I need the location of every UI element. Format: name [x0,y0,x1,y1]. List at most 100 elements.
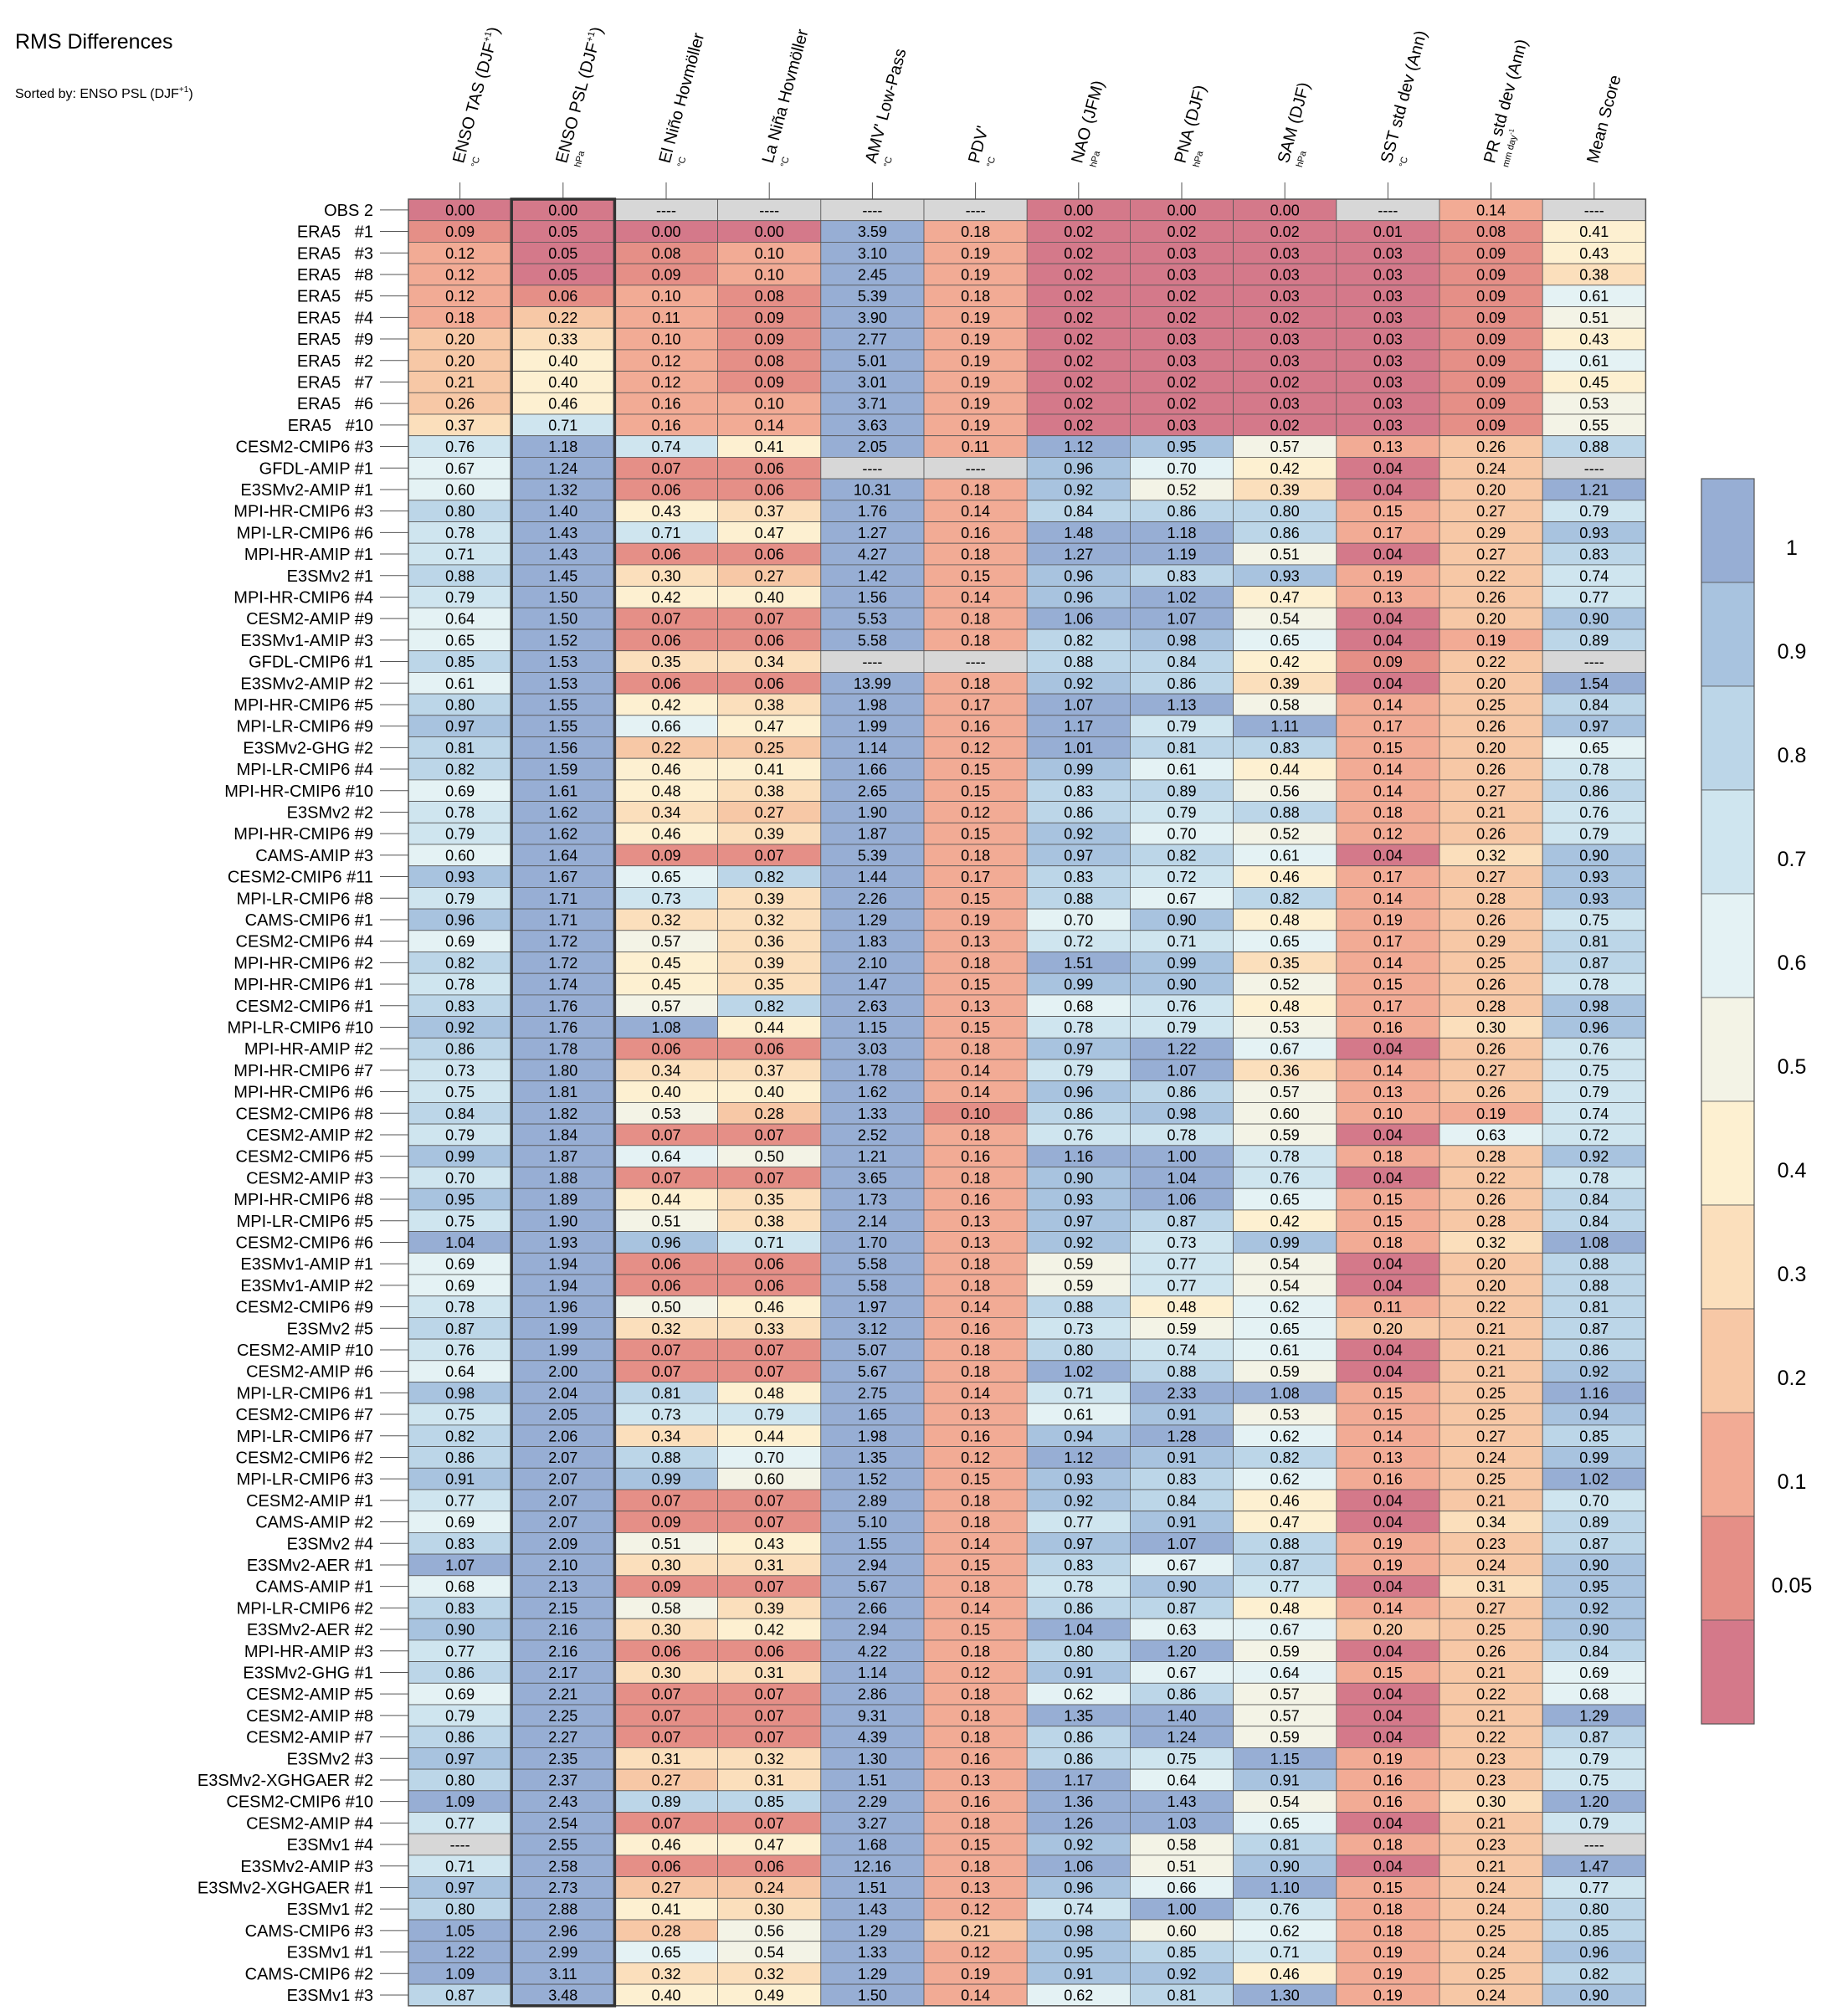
heatmap-cell [1233,413,1337,437]
cell-value: 0.27 [1476,1600,1506,1617]
heatmap-cell [717,822,822,845]
cell-value: 0.10 [651,331,680,348]
cell-value: 0.32 [755,1751,784,1767]
heatmap-cell [1026,1295,1131,1318]
cell-value: 0.15 [961,1019,990,1036]
cell-value: 0.17 [961,869,990,885]
cell-value: 1.62 [858,1084,887,1100]
heatmap-cell [1336,736,1440,759]
row-label: GFDL-AMIP #1 [259,459,373,478]
cell-value: 0.72 [1064,933,1093,950]
cell-value: 0.03 [1167,245,1196,262]
heatmap-cell [923,693,1028,716]
cell-value: 0.12 [961,1944,990,1961]
heatmap-cell [1233,371,1337,393]
column-header: PR std dev (Ann)mm day-1 [1480,37,1532,168]
cell-value: 0.35 [755,1192,784,1208]
heatmap-cell [511,457,615,480]
colorbar-tick-label: 1 [1786,536,1798,560]
cell-value: 0.69 [445,933,475,950]
column-unit-text: °C [882,156,895,168]
heatmap-cell [1542,1639,1646,1663]
heatmap-cell [1542,392,1646,415]
cell-value: 0.08 [755,288,784,305]
heatmap-cell [1130,564,1234,587]
cell-value: 0.33 [548,331,577,348]
heatmap-cell [1336,1317,1440,1340]
heatmap-cell [1130,1575,1234,1598]
cell-value: 0.78 [1064,1019,1093,1036]
heatmap-cell [717,801,822,823]
cell-value: 1.81 [548,1084,577,1100]
cell-value: 5.39 [858,847,887,864]
cell-value: 0.61 [1167,762,1196,778]
cell-value: 0.04 [1373,1815,1403,1832]
cell-value: 0.18 [961,1643,990,1659]
cell-value: 0.03 [1270,288,1300,305]
cell-value: 0.61 [445,675,475,692]
heatmap-cell [1130,1812,1234,1834]
cell-value: 1.93 [548,1234,577,1251]
row-label: CESM2-AMIP #6 [246,1363,373,1382]
cell-value: 0.79 [445,1707,475,1724]
cell-value: 0.36 [755,933,784,950]
cell-value: 1.00 [1167,1901,1196,1918]
row-label: E3SMv2 #4 [287,1535,373,1553]
cell-value: 1.17 [1064,1772,1093,1788]
column-label-superscript: +1 [585,30,598,43]
heatmap-cell [408,241,512,264]
cell-value: 0.40 [755,589,784,606]
heatmap-cell [1336,542,1440,566]
cell-value: 0.38 [755,782,784,799]
cell-value: 0.82 [1167,847,1196,864]
heatmap-cell [1233,1726,1337,1748]
heatmap-cell [717,1812,822,1834]
cell-value: 0.02 [1064,352,1093,369]
row-label: E3SMv2-XGHGAER #1 [198,1879,373,1897]
cell-value: 0.54 [1270,611,1300,628]
cell-value: 0.79 [445,826,475,843]
cell-value: 0.04 [1373,1707,1403,1724]
row-label: E3SMv2 #2 [287,803,373,822]
cell-value: 3.27 [858,1815,887,1832]
heatmap-cell [1130,693,1234,716]
cell-value: 0.84 [1064,503,1093,520]
cell-value: 1.59 [548,762,577,778]
cell-value: 0.73 [651,890,680,907]
cell-value: 0.14 [961,1600,990,1617]
cell-value: 0.18 [961,632,990,649]
row-label: ERA5 #5 [297,288,373,306]
heatmap-cell [1336,1252,1440,1275]
colorbar-tick-label: 0.6 [1778,952,1807,975]
cell-value: 0.35 [1270,955,1300,972]
cell-value: 0.00 [755,223,784,240]
cell-value: 0.76 [445,1341,475,1358]
cell-value: 1.65 [858,1407,887,1424]
heatmap-cell [820,263,925,286]
cell-value: 0.43 [755,1536,784,1552]
cell-value: 0.09 [1476,331,1506,348]
heatmap-cell [1130,908,1234,931]
cell-value: 0.68 [445,1578,475,1595]
heatmap-cell [1439,1812,1543,1834]
cell-value: 0.31 [1476,1578,1506,1595]
heatmap-cell [1130,887,1234,910]
heatmap-cell [1026,1897,1131,1921]
heatmap-cell [1233,1145,1337,1167]
heatmap-cell [1542,1188,1646,1211]
cell-value: 0.90 [1579,1557,1609,1573]
heatmap-cell [717,1833,822,1856]
row-label: E3SMv2-AER #2 [247,1621,373,1639]
cell-value: 3.11 [549,1966,577,1983]
cell-value: 0.85 [1579,1922,1609,1939]
cell-value: 0.03 [1270,245,1300,262]
cell-value: 0.83 [445,1536,475,1552]
cell-value: 2.75 [858,1385,887,1402]
cell-value: 0.97 [445,1751,475,1767]
heatmap-cell [923,1747,1028,1770]
cell-value: 0.15 [961,1837,990,1854]
cell-value: 12.16 [854,1858,891,1875]
cell-value: 1.06 [1064,611,1093,628]
cell-value: 1.19 [1167,546,1196,563]
heatmap-cell [717,306,822,329]
